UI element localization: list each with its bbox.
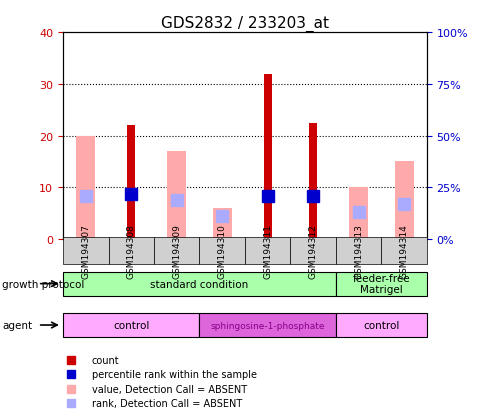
Bar xyxy=(348,188,367,240)
Text: sphingosine-1-phosphate: sphingosine-1-phosphate xyxy=(210,321,324,330)
Text: GSM194307: GSM194307 xyxy=(81,223,90,278)
Title: GDS2832 / 233203_at: GDS2832 / 233203_at xyxy=(161,16,328,32)
FancyBboxPatch shape xyxy=(335,237,380,264)
Text: standard condition: standard condition xyxy=(150,279,248,289)
FancyBboxPatch shape xyxy=(199,237,244,264)
Text: control: control xyxy=(113,320,149,330)
Text: growth protocol: growth protocol xyxy=(2,279,85,289)
Text: percentile rank within the sample: percentile rank within the sample xyxy=(92,369,257,379)
Text: feeder-free
Matrigel: feeder-free Matrigel xyxy=(352,273,409,295)
Text: GSM194314: GSM194314 xyxy=(399,223,408,278)
FancyBboxPatch shape xyxy=(199,313,335,337)
FancyBboxPatch shape xyxy=(335,313,426,337)
FancyBboxPatch shape xyxy=(244,237,290,264)
FancyBboxPatch shape xyxy=(335,272,426,296)
Bar xyxy=(263,74,271,240)
Text: GSM194313: GSM194313 xyxy=(353,223,363,278)
Bar xyxy=(308,123,317,240)
Text: agent: agent xyxy=(2,320,32,330)
FancyBboxPatch shape xyxy=(380,237,426,264)
FancyBboxPatch shape xyxy=(290,237,335,264)
Text: GSM194310: GSM194310 xyxy=(217,223,226,278)
FancyBboxPatch shape xyxy=(63,272,335,296)
FancyBboxPatch shape xyxy=(108,237,153,264)
Text: count: count xyxy=(92,355,119,365)
Text: rank, Detection Call = ABSENT: rank, Detection Call = ABSENT xyxy=(92,398,242,408)
Text: value, Detection Call = ABSENT: value, Detection Call = ABSENT xyxy=(92,384,246,394)
Text: GSM194308: GSM194308 xyxy=(126,223,136,278)
Bar xyxy=(76,136,95,240)
FancyBboxPatch shape xyxy=(153,237,199,264)
FancyBboxPatch shape xyxy=(63,237,108,264)
Text: GSM194309: GSM194309 xyxy=(172,223,181,278)
Bar xyxy=(393,162,413,240)
Text: control: control xyxy=(363,320,399,330)
Text: GSM194312: GSM194312 xyxy=(308,223,317,278)
FancyBboxPatch shape xyxy=(63,313,199,337)
Text: GSM194311: GSM194311 xyxy=(263,223,272,278)
Bar xyxy=(127,126,135,240)
Bar xyxy=(167,152,186,240)
Bar xyxy=(212,209,231,240)
